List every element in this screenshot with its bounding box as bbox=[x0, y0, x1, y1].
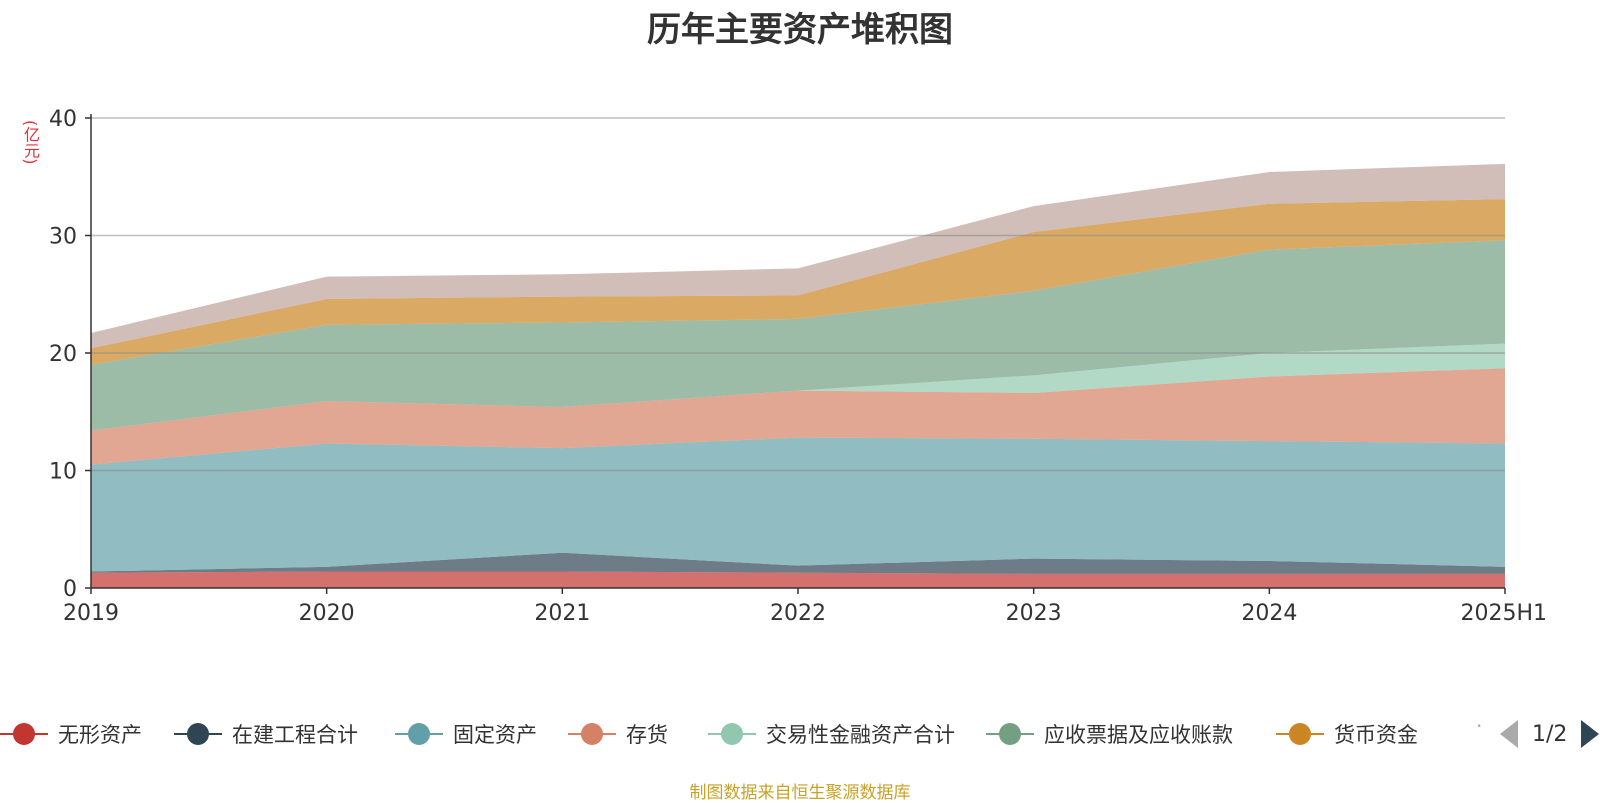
legend-marker-dot bbox=[408, 723, 430, 745]
y-axis-label: (亿元) bbox=[21, 120, 40, 165]
area-series-7 bbox=[91, 163, 1505, 349]
legend-item[interactable]: 交易性金融资产合计 bbox=[708, 716, 955, 752]
legend-marker-dot bbox=[1289, 723, 1311, 745]
legend-label: 固定资产 bbox=[453, 723, 537, 747]
x-tick-label: 2023 bbox=[1006, 601, 1062, 626]
legend-marker-icon bbox=[174, 716, 222, 752]
legend-label: 无形资产 bbox=[58, 723, 142, 747]
legend-marker-dot bbox=[721, 723, 743, 745]
y-tick-label: 0 bbox=[63, 577, 77, 602]
legend-item[interactable]: 应收票据及应收账款 bbox=[986, 716, 1233, 752]
legend-marker-icon bbox=[395, 716, 443, 752]
legend-item[interactable]: 无形资产 bbox=[0, 716, 142, 752]
area-series-3 bbox=[91, 368, 1505, 465]
legend-label: 应收票据及应收账款 bbox=[1044, 723, 1233, 747]
legend-label: 在建工程合计 bbox=[232, 723, 358, 747]
legend-item[interactable]: 存货 bbox=[568, 716, 668, 752]
x-tick-label: 2024 bbox=[1241, 601, 1297, 626]
pager-prev-icon[interactable] bbox=[1500, 720, 1518, 748]
y-tick-label: 20 bbox=[49, 342, 77, 367]
legend-item[interactable]: 货币资金 bbox=[1276, 716, 1418, 752]
source-note: 制图数据来自恒生聚源数据库 bbox=[689, 783, 911, 803]
legend-overflow-dot: · bbox=[1476, 714, 1483, 738]
pager-next-icon[interactable] bbox=[1581, 720, 1600, 748]
x-tick-label: 2020 bbox=[299, 601, 355, 626]
x-tick-label: 2022 bbox=[770, 601, 826, 626]
y-tick-label: 10 bbox=[49, 460, 77, 485]
legend-marker-icon bbox=[0, 716, 48, 752]
y-tick-label: 40 bbox=[49, 107, 77, 132]
area-series-2 bbox=[91, 437, 1505, 572]
legend-label: 货币资金 bbox=[1334, 723, 1418, 747]
x-tick-label: 2019 bbox=[63, 601, 119, 626]
pager-label: 1/2 bbox=[1532, 721, 1568, 747]
legend-marker-icon bbox=[568, 716, 616, 752]
area-series-5 bbox=[91, 240, 1505, 431]
legend: 无形资产 在建工程合计 固定资产 存货 交易性金融资产合计 应收票据及应收账款 货币资金 bbox=[0, 716, 1600, 752]
y-tick-label: 30 bbox=[49, 225, 77, 250]
legend-marker-dot bbox=[999, 723, 1021, 745]
legend-pager: 1/2 bbox=[1500, 716, 1600, 752]
chart-title: 历年主要资产堆积图 bbox=[647, 10, 953, 50]
legend-item[interactable]: 固定资产 bbox=[395, 716, 537, 752]
legend-item[interactable]: 在建工程合计 bbox=[174, 716, 358, 752]
legend-marker-dot bbox=[187, 723, 209, 745]
legend-marker-icon bbox=[986, 716, 1034, 752]
legend-label: 交易性金融资产合计 bbox=[766, 723, 955, 747]
area-series-1 bbox=[91, 552, 1505, 574]
legend-marker-dot bbox=[13, 723, 35, 745]
area-series-0 bbox=[91, 571, 1505, 588]
legend-marker-icon bbox=[708, 716, 756, 752]
legend-label: 存货 bbox=[626, 723, 668, 747]
legend-marker-icon bbox=[1276, 716, 1324, 752]
legend-marker-dot bbox=[581, 723, 603, 745]
area-series-6 bbox=[91, 199, 1505, 365]
area-series-4 bbox=[91, 343, 1505, 431]
x-tick-label: 2021 bbox=[534, 601, 590, 626]
x-tick-label: 2025H1 bbox=[1460, 601, 1547, 626]
